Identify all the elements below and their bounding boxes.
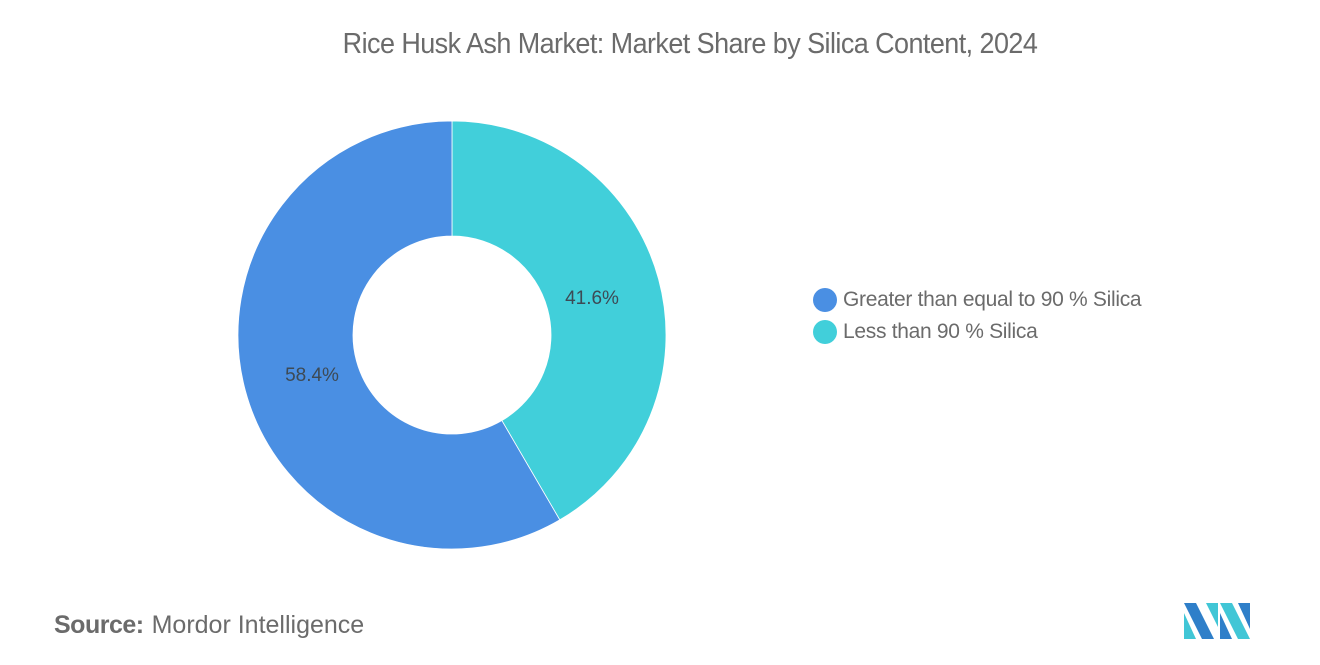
slice-greater-than-90[interactable]	[237, 120, 561, 550]
legend: Greater than equal to 90 % Silica Less t…	[813, 284, 1142, 348]
legend-label: Greater than equal to 90 % Silica	[843, 288, 1142, 311]
chart-title: Rice Husk Ash Market: Market Share by Si…	[342, 28, 1038, 60]
mordor-intelligence-logo-icon	[1184, 603, 1250, 639]
slice-less-than-90[interactable]	[451, 120, 667, 521]
legend-item-greater-than-90[interactable]: Greater than equal to 90 % Silica	[813, 284, 1142, 316]
donut-slices	[237, 120, 667, 550]
source-note: Source: Mordor Intelligence	[54, 611, 364, 640]
legend-dot-icon	[813, 320, 837, 344]
legend-dot-icon	[813, 288, 837, 312]
source-value: Mordor Intelligence	[151, 611, 365, 639]
legend-label: Less than 90 % Silica	[843, 320, 1038, 343]
slice-label-greater-than-90: 58.4%	[285, 365, 339, 386]
legend-item-less-than-90[interactable]: Less than 90 % Silica	[813, 316, 1141, 348]
slice-label-less-than-90: 41.6%	[565, 288, 619, 309]
source-key: Source:	[54, 611, 144, 639]
